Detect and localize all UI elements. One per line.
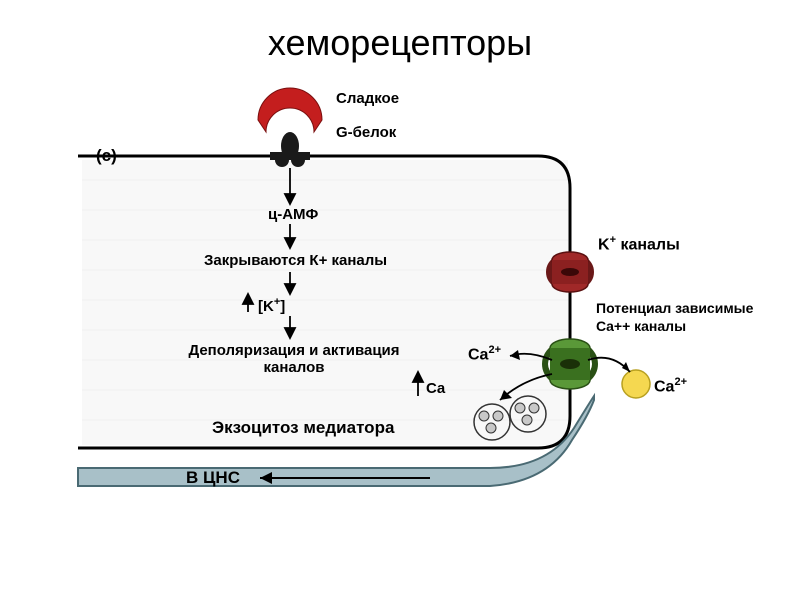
label-gprotein: G-белок (336, 124, 396, 141)
label-vgcc1: Потенциал зависимые (596, 300, 753, 316)
label-kin: [K+] (258, 296, 285, 315)
label-depol: Деполяризация и активацияканалов (164, 342, 424, 376)
label-ca2-right: Ca2+ (654, 376, 687, 396)
label-exocytosis: Экзоцитоз медиатора (212, 418, 394, 438)
label-ca: Ca (426, 380, 445, 397)
ca-channel-icon (542, 339, 598, 389)
label-kchannels: K+ каналы (598, 234, 680, 254)
label-ca2-left: Ca2+ (468, 344, 501, 364)
label-vgcc2: Ca++ каналы (596, 318, 686, 334)
label-kclose: Закрываются К+ каналы (204, 252, 387, 269)
label-camp: ц-АМФ (268, 206, 318, 223)
ca-ion-icon (622, 370, 650, 398)
receptor-icon (258, 88, 322, 132)
k-channel-icon (546, 252, 594, 292)
panel-label: (c) (96, 146, 117, 166)
label-cns: В ЦНС (186, 468, 240, 488)
label-sweet: Сладкое (336, 90, 399, 107)
